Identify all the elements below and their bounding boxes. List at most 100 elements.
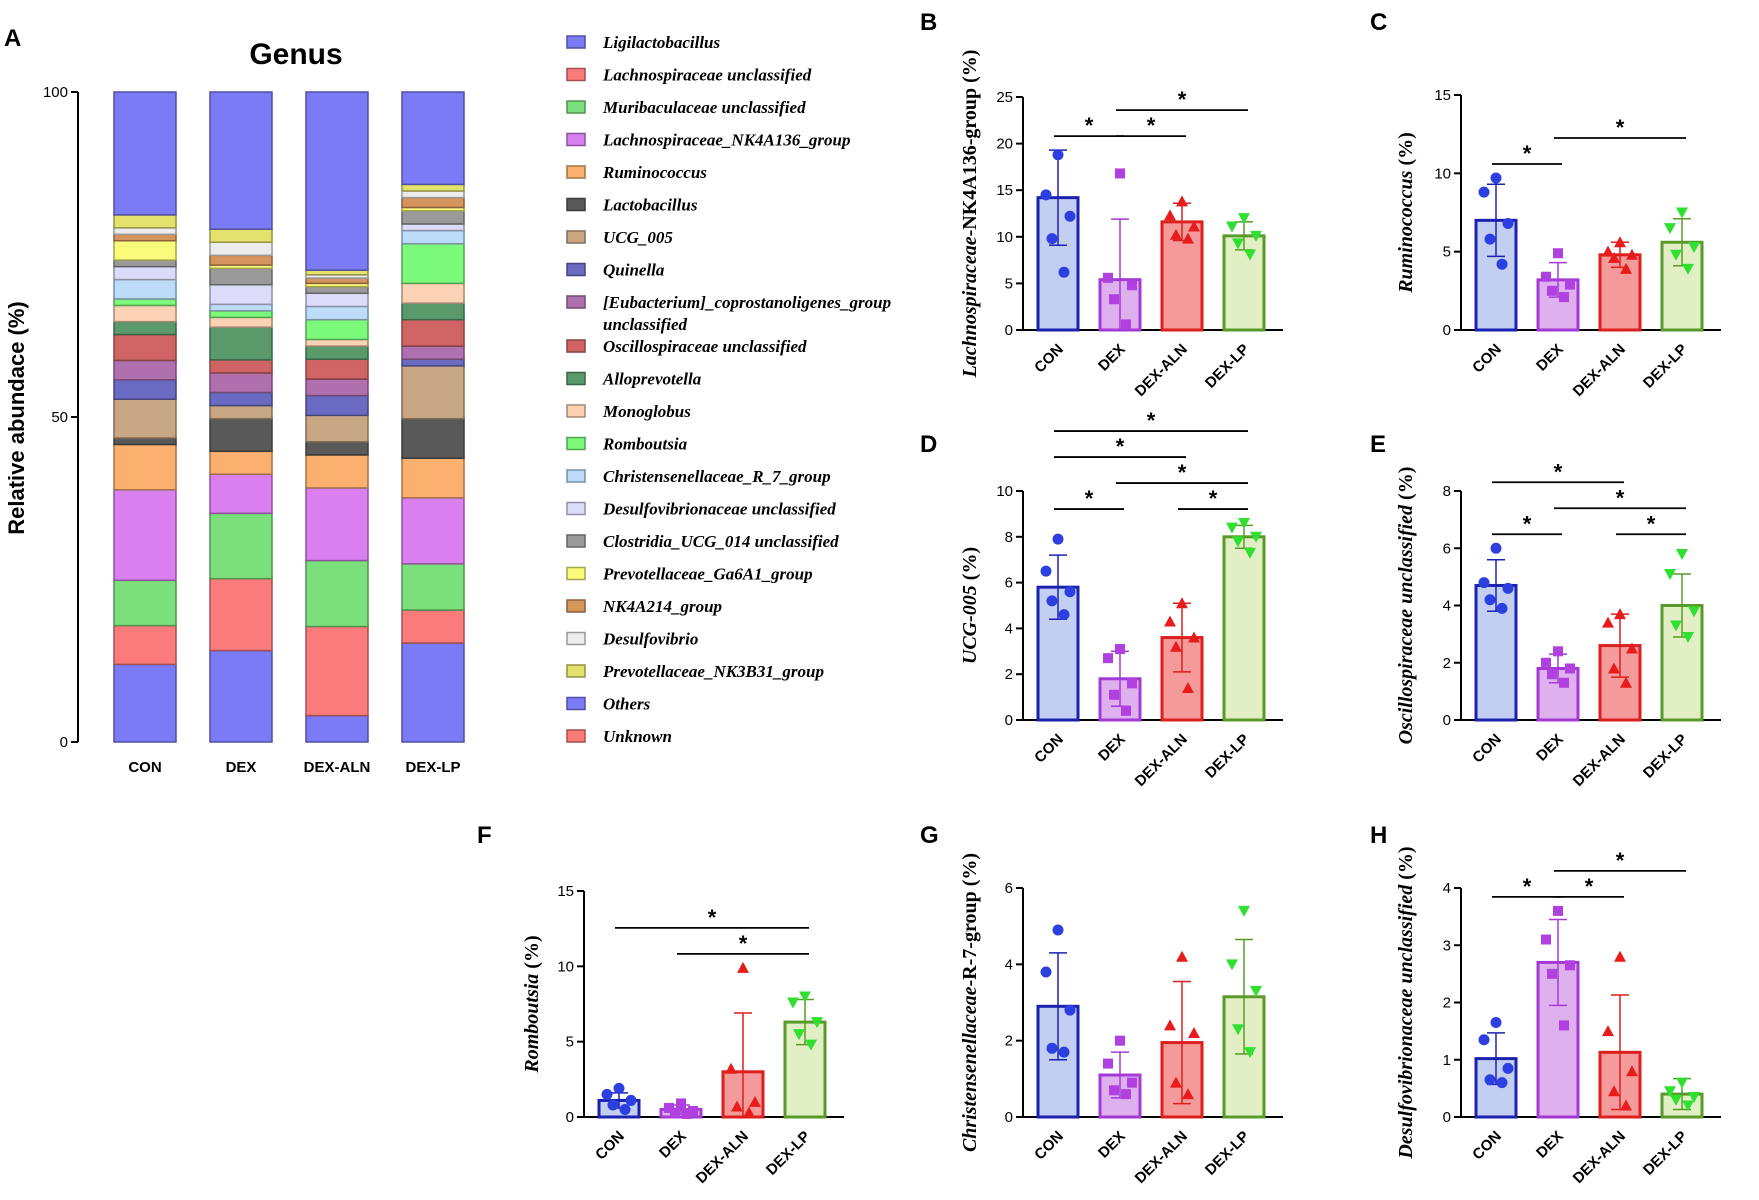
y-tick-label: 8 [1443, 483, 1451, 500]
data-point [1058, 1046, 1070, 1058]
data-point [1553, 248, 1563, 259]
mean-bar [1036, 1004, 1080, 1119]
data-point [1664, 569, 1676, 581]
stack-segment [401, 318, 465, 347]
stack-segment [401, 196, 465, 209]
legend-swatch [566, 404, 586, 418]
data-point [1608, 1085, 1620, 1097]
stack-segment [113, 227, 177, 236]
legend-swatch [566, 165, 586, 179]
stack-segment [209, 91, 273, 230]
stack-chart-bars: CON DEX DEX-ALN DEX-LP [113, 91, 465, 776]
y-tick-label: 20 [996, 136, 1013, 153]
data-point [1559, 677, 1569, 688]
data-point [1232, 1024, 1244, 1036]
data-point [1115, 644, 1125, 655]
data-point [1620, 262, 1632, 274]
data-point [1626, 1065, 1638, 1077]
data-point [1541, 657, 1551, 668]
data-point [619, 1103, 631, 1115]
stack-segment [113, 624, 177, 666]
stack-segment [401, 497, 465, 565]
stack-segment [113, 91, 177, 216]
panel-label: D [920, 431, 937, 458]
legend-swatch [566, 469, 586, 483]
data-point [1109, 1085, 1119, 1096]
data-point [1250, 230, 1262, 242]
data-point [1502, 582, 1514, 594]
legend-swatch [566, 339, 586, 353]
x-category-label: DEX-ALN [1570, 341, 1629, 400]
x-category-label: DEX-ALN [693, 1128, 752, 1187]
y-axis-label: Lachnospiraceae-NK4A136-group (%) [959, 50, 981, 379]
y-tick-label: 5 [1443, 244, 1451, 261]
panel-label: E [1370, 431, 1386, 458]
data-point [1058, 266, 1070, 278]
x-category-label: DEX-ALN [304, 759, 371, 776]
stack-segment [305, 318, 369, 341]
stack-segment [305, 559, 369, 628]
stack-segment [209, 267, 273, 286]
data-point [1496, 602, 1508, 614]
panel-e: E 0 2 4 6 8 Oscillospiraceae unclassified (%) C… [1370, 431, 1721, 790]
data-point [1490, 542, 1502, 554]
y-tick-label: 4 [1005, 620, 1013, 637]
data-point [1664, 223, 1676, 235]
data-point [1682, 631, 1694, 643]
x-category-label: DEX-LP [1202, 731, 1253, 782]
x-category-label: DEX-ALN [1132, 731, 1191, 790]
stack-segment [113, 379, 177, 400]
data-point [1176, 950, 1188, 962]
y-tick-label: 0 [1005, 1109, 1013, 1126]
data-point [749, 1095, 761, 1107]
data-point [1040, 189, 1052, 201]
y-tick-label: 0 [1443, 322, 1451, 339]
data-point [1250, 986, 1262, 998]
legend-swatch [566, 67, 586, 82]
legend-label: Lachnospiraceae_NK4A136_group [602, 131, 850, 150]
y-axis-label: Ruminococcus (%) [1395, 132, 1417, 294]
data-point [676, 1098, 686, 1109]
legend-label: Alloprevotella [602, 370, 702, 389]
significance-star: * [1616, 115, 1625, 140]
data-point [1602, 1025, 1614, 1037]
legend-label: Christensenellaceae_R_7_group [603, 467, 831, 486]
stack-chart-ylabel: Relative abundace (%) [4, 301, 29, 535]
data-point [1670, 620, 1682, 632]
stack-segment [305, 394, 369, 417]
x-category-label: DEX [1095, 1128, 1129, 1162]
data-point [1670, 249, 1682, 261]
data-point [1046, 1042, 1058, 1054]
stack-segment [209, 391, 273, 407]
stack-segment [209, 254, 273, 266]
panel-label: F [477, 822, 492, 849]
data-point [1164, 209, 1176, 221]
y-axis-label: UCG-005 (%) [959, 547, 981, 664]
y-tick-label: 2 [1443, 995, 1451, 1012]
data-point [1484, 1074, 1496, 1086]
data-point [1232, 238, 1244, 250]
y-tick-label: 15 [996, 182, 1013, 199]
y-axis-label: Christensenellaceae-R-7-group (%) [959, 853, 981, 1152]
x-category-label: CON [1031, 1128, 1067, 1164]
x-category-label: DEX [1533, 341, 1567, 375]
stack-segment [209, 241, 273, 257]
legend-label: Lachnospiraceae unclassified [602, 66, 812, 85]
significance-star: * [1085, 486, 1094, 511]
x-category-label: CON [128, 759, 161, 776]
data-point [1182, 232, 1194, 244]
data-point [1626, 248, 1638, 260]
mean-bar [1222, 535, 1266, 722]
y-tick-label: 10 [1434, 165, 1451, 182]
panel-c: C 0 5 10 15 Ruminococcus (%) CON DEX DEX-ALN DEX-… [1370, 9, 1721, 400]
legend-swatch [566, 729, 586, 743]
legend-label: NK4A214_group [602, 597, 722, 616]
data-point [1602, 245, 1614, 257]
data-point [1103, 272, 1113, 283]
stack-segment [401, 243, 465, 285]
data-point [688, 1105, 698, 1116]
data-point [1250, 531, 1262, 543]
data-point [1064, 1004, 1076, 1016]
data-point [1121, 1089, 1131, 1100]
data-point [1541, 934, 1551, 945]
